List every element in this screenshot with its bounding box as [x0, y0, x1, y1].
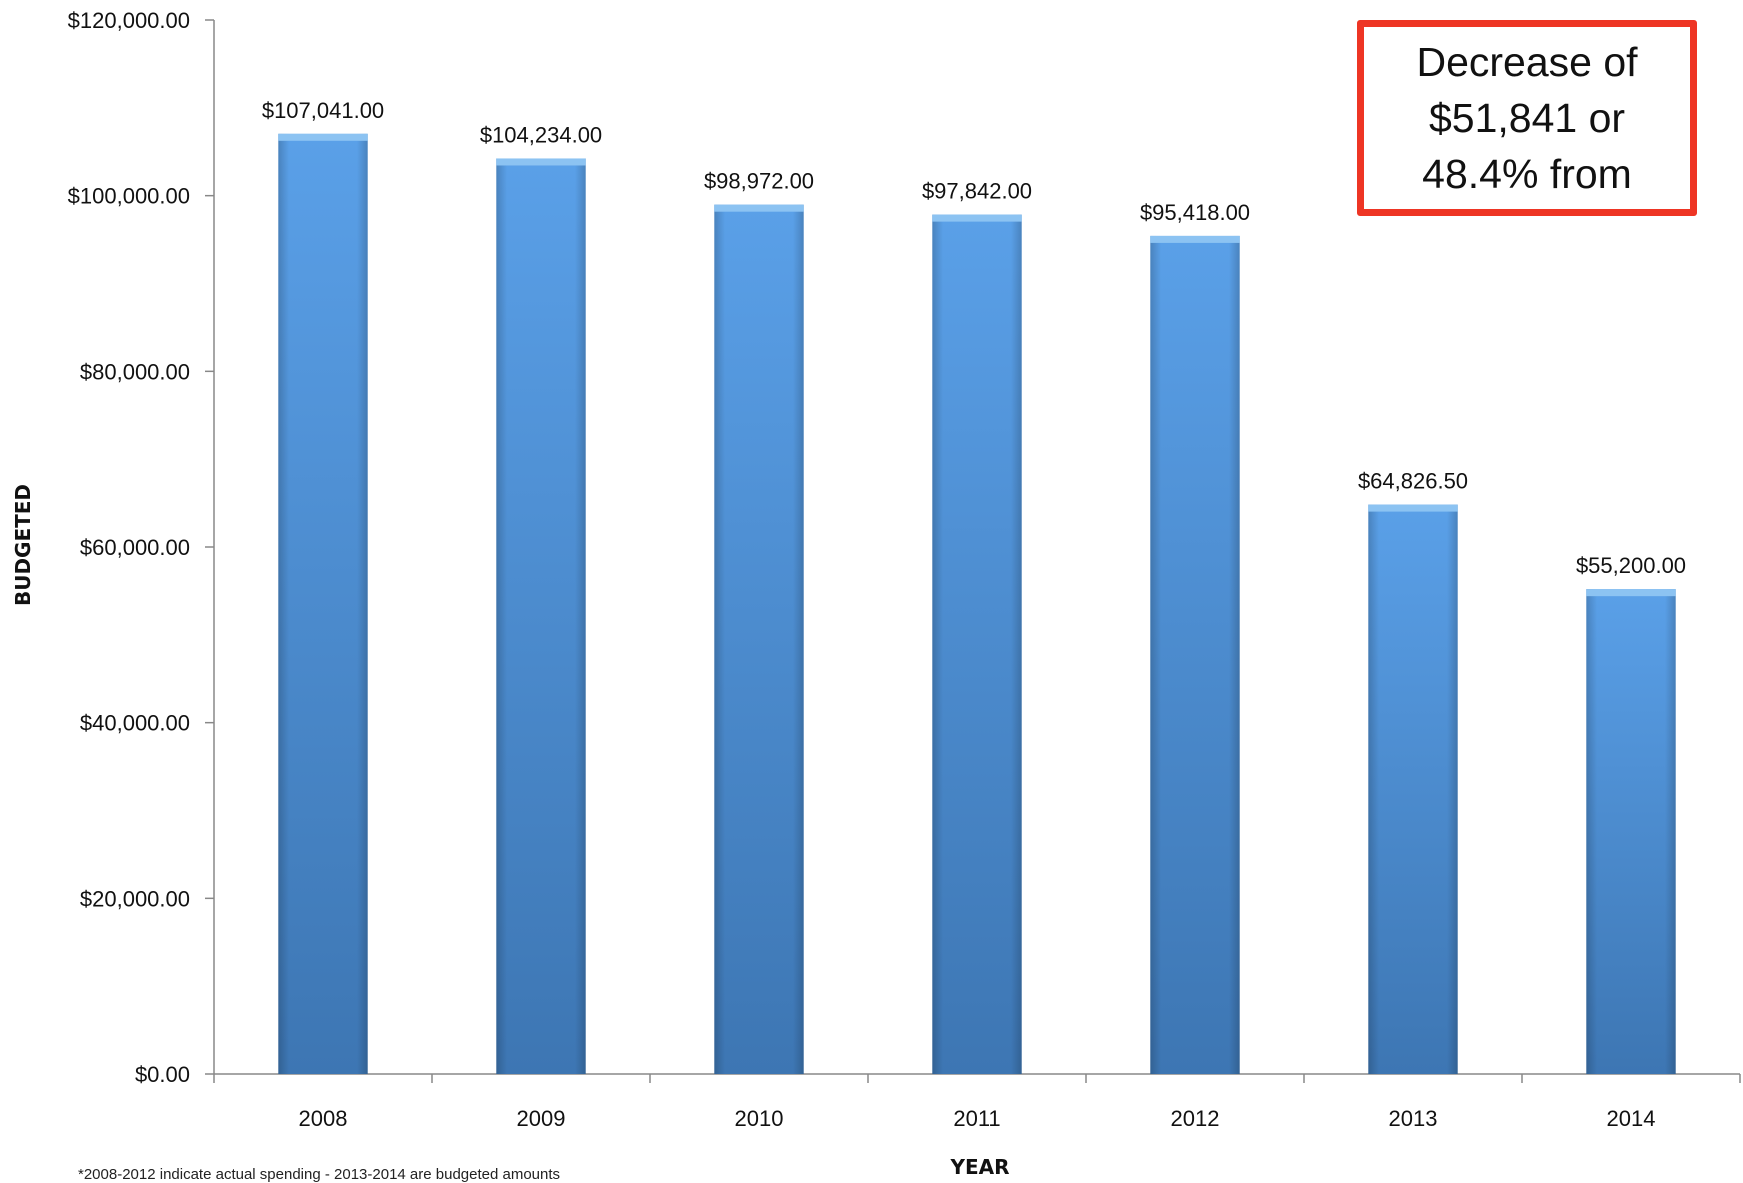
bar-top-highlight [932, 214, 1022, 222]
y-axis-title: BUDGETED [11, 484, 35, 606]
y-tick-label: $80,000.00 [80, 359, 190, 384]
bar-top-highlight [1150, 235, 1240, 243]
bar-shade [496, 158, 586, 1074]
bars [278, 133, 1676, 1075]
x-tick-label: 2010 [735, 1106, 784, 1131]
y-tick-label: $20,000.00 [80, 886, 190, 911]
x-axis: 2008 2009 2010 2011 2012 2013 2014 [213, 1073, 1741, 1131]
bar-top-highlight [714, 204, 804, 212]
footnote: *2008-2012 indicate actual spending - 20… [78, 1166, 561, 1183]
data-label: $97,842.00 [922, 179, 1032, 204]
bar-top-highlight [1586, 589, 1676, 597]
y-tick-label: $120,000.00 [68, 8, 190, 33]
bar-shade [932, 214, 1022, 1074]
x-tick-label: 2011 [953, 1106, 1000, 1131]
data-label: $64,826.50 [1358, 469, 1468, 494]
x-axis-title: YEAR [949, 1155, 1009, 1179]
bar-shade [1368, 504, 1458, 1074]
bar-shade [714, 204, 804, 1075]
y-tick-label: $100,000.00 [68, 184, 190, 209]
x-tick-label: 2009 [517, 1106, 566, 1131]
y-tick-label: $60,000.00 [80, 535, 190, 560]
bar-top-highlight [496, 158, 586, 166]
annotation-text: Decrease of $51,841 or 48.4% from [1416, 39, 1638, 197]
x-tick-label: 2012 [1171, 1106, 1220, 1131]
data-labels: $107,041.00 $104,234.00 $98,972.00 $97,842.… [262, 98, 1686, 578]
data-label: $104,234.00 [480, 122, 602, 147]
y-tick-label: $40,000.00 [80, 711, 190, 736]
bar-shade [278, 133, 368, 1074]
x-tick-label: 2008 [299, 1106, 348, 1131]
data-label: $55,200.00 [1576, 553, 1686, 578]
y-axis: $0.00 $20,000.00 $40,000.00 $60,000.00 $80,0… [68, 8, 215, 1087]
bar-top-highlight [278, 133, 368, 141]
x-tick-label: 2014 [1607, 1106, 1656, 1131]
data-label: $107,041.00 [262, 98, 384, 123]
data-label: $98,972.00 [704, 169, 814, 194]
y-tick-label: $0.00 [135, 1062, 190, 1087]
annotation-callout: Decrease of $51,841 or 48.4% from [1357, 20, 1697, 216]
bar-top-highlight [1368, 504, 1458, 512]
bar-shade [1586, 589, 1676, 1074]
data-label: $95,418.00 [1140, 200, 1250, 225]
bar-shade [1150, 235, 1240, 1075]
x-tick-label: 2013 [1389, 1106, 1438, 1131]
